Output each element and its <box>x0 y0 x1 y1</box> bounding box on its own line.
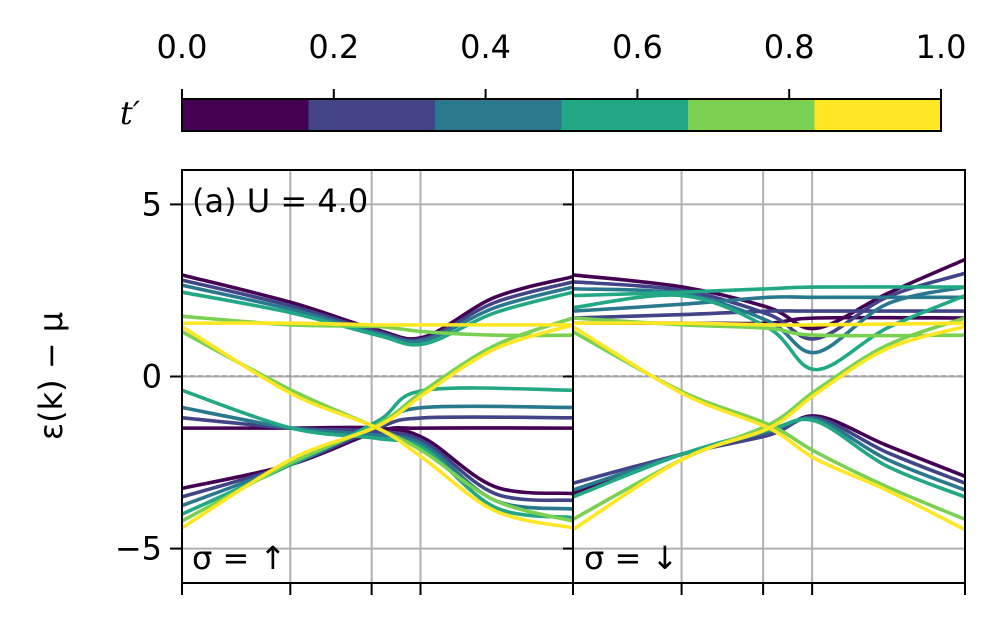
colorbar-tick-label: 0.0 <box>157 28 208 66</box>
left-ticks: 5 0 −5 <box>115 185 574 595</box>
right-band-lines <box>572 257 966 532</box>
colorbar-tick-label: 1.0 <box>916 28 967 66</box>
y-axis-label: ε(k) − μ <box>32 312 70 440</box>
y-tick-label: 0 <box>142 358 162 396</box>
spin-up-annotation: σ = ↑ <box>192 539 286 577</box>
colorbar-tick-label: 0.6 <box>612 28 663 66</box>
left-band-lines <box>181 273 574 530</box>
y-tick-label: 5 <box>142 185 162 223</box>
colorbar-segment <box>308 99 436 131</box>
band-line <box>181 416 574 503</box>
colorbar-tick-label: 0.2 <box>308 28 359 66</box>
band-line <box>572 417 966 499</box>
band-line <box>572 295 965 313</box>
colorbar-segment <box>814 99 942 131</box>
colorbar-segment <box>435 99 562 131</box>
band-line <box>181 290 574 347</box>
band-line <box>572 325 966 532</box>
band-line <box>181 283 574 344</box>
band-line <box>572 271 966 341</box>
right-axes-frame <box>572 169 966 584</box>
colorbar-segment <box>561 99 689 131</box>
band-line <box>181 321 573 327</box>
colorbar-label: t′ <box>120 94 141 132</box>
band-line <box>181 425 574 496</box>
spin-down-annotation: σ = ↓ <box>584 539 678 577</box>
band-line <box>572 321 966 327</box>
colorbar-tick-label: 0.8 <box>764 28 815 66</box>
colorbar-frame <box>181 98 942 132</box>
band-line <box>181 325 574 530</box>
colorbar-segment <box>688 99 815 131</box>
left-panel: 5 0 −5 (a) U = 4.0 σ = ↑ <box>115 169 574 595</box>
right-panel: σ = ↓ <box>572 169 966 595</box>
band-line <box>572 285 966 298</box>
y-tick-label: −5 <box>115 530 162 568</box>
colorbar-tick-label: 0.4 <box>460 28 511 66</box>
band-line <box>572 257 966 331</box>
band-line <box>572 324 966 532</box>
colorbar: 0.0 0.2 0.4 0.6 0.8 1.0 <box>157 28 967 132</box>
panel-a-annotation: (a) U = 4.0 <box>192 182 368 220</box>
right-ticks <box>572 583 966 595</box>
band-line <box>181 323 574 530</box>
band-line <box>572 309 965 320</box>
colorbar-segment <box>182 99 309 131</box>
